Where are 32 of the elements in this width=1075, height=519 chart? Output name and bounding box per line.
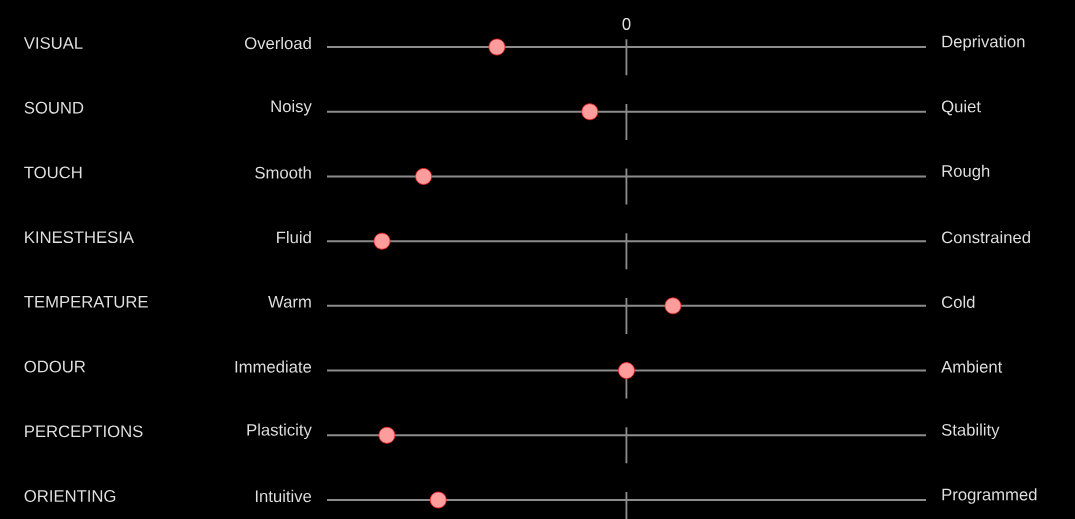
point — [373, 232, 391, 250]
text: Constrained — [942, 231, 1030, 244]
text: Intuitive — [255, 489, 312, 503]
text: Quiet — [941, 100, 981, 116]
text: Smooth — [255, 166, 311, 179]
point — [581, 103, 599, 121]
text: Fluid — [277, 231, 311, 244]
point — [415, 168, 432, 185]
text: Deprivation — [942, 35, 1025, 51]
y-tick-label: PERCEPTIONS — [25, 425, 143, 438]
text: Ambient — [941, 360, 1003, 373]
point — [488, 38, 506, 56]
text: Cold — [942, 295, 975, 308]
y-tick-label: TOUCH — [24, 166, 82, 179]
point — [664, 297, 682, 315]
y-tick-label: VISUAL — [23, 37, 83, 49]
point — [618, 362, 635, 379]
y-tick-label: TEMPERATURE — [24, 296, 148, 308]
y-tick-label: KINESTHESIA — [25, 231, 134, 244]
y-tick-label: SOUND — [24, 101, 84, 114]
text: Warm — [268, 296, 311, 308]
text: Overload — [245, 36, 311, 50]
text: Plasticity — [247, 423, 312, 440]
ref-line-label: 0 — [622, 18, 631, 30]
text: Programmed — [942, 488, 1037, 504]
text: Immediate — [235, 360, 312, 373]
text: Stability — [941, 423, 1000, 440]
y-tick-label: ODOUR — [24, 360, 86, 373]
text: Noisy — [271, 99, 312, 116]
y-tick-label: ORIENTING — [24, 490, 116, 502]
point — [378, 426, 396, 444]
text: Rough — [942, 164, 990, 181]
